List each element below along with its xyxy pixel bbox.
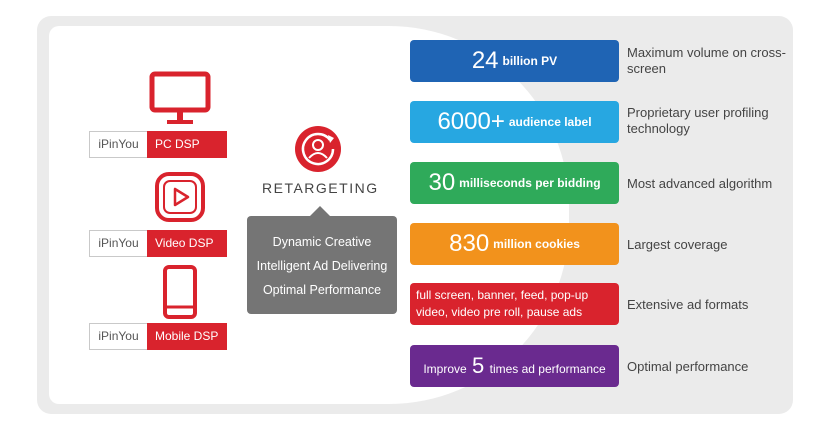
phone-icon [163, 265, 197, 319]
stat-formats-text: full screen, banner, feed, pop-up video,… [416, 288, 589, 319]
stat-bar-pv: 24 billion PV [410, 40, 619, 82]
stat-desc: Optimal performance [627, 359, 749, 374]
feature-item: Optimal Performance [262, 283, 382, 297]
stat-unit: billion PV [502, 54, 558, 68]
stat-desc: Most advanced algorithm [627, 176, 773, 191]
retargeting-label: RETARGETING [262, 180, 379, 196]
stat-number: 830 [449, 230, 490, 257]
stat-number: 24 [471, 47, 499, 74]
stat-bar-bidding: 30 milliseconds per bidding [410, 162, 619, 204]
stat-desc: Extensive ad formats [627, 297, 749, 312]
product-mobile-dsp: iPinYou Mobile DSP [89, 323, 227, 350]
product-pc-dsp: iPinYou PC DSP [89, 131, 227, 158]
stat-unit: million cookies [493, 237, 580, 251]
stat-unit: milliseconds per bidding [459, 176, 601, 190]
product-video-dsp: iPinYou Video DSP [89, 230, 227, 257]
stat-number: 30 [428, 169, 456, 196]
stat-bar-performance: Improve 5 times ad performance [410, 345, 619, 387]
stat-bar-cookies: 830 million cookies [410, 223, 619, 265]
product-name: Mobile DSP [147, 323, 227, 350]
play-icon [155, 172, 205, 222]
monitor-icon [149, 71, 211, 124]
product-name: PC DSP [147, 131, 227, 158]
retargeting-user-icon [295, 126, 341, 172]
stat-bar-audience: 6000+ audience label [410, 101, 619, 143]
product-name: Video DSP [147, 230, 227, 257]
retargeting-features-box: Dynamic Creative Intelligent Ad Deliveri… [247, 206, 397, 314]
product-brand: iPinYou [89, 323, 147, 350]
stat-bar-formats: full screen, banner, feed, pop-up video,… [410, 283, 619, 325]
product-brand: iPinYou [89, 131, 147, 158]
feature-item: Dynamic Creative [272, 235, 372, 249]
stat-post: times ad performance [489, 362, 606, 376]
stat-desc: Proprietary user profiling technology [627, 105, 769, 136]
stat-unit: audience label [508, 115, 592, 129]
stat-desc: Maximum volume on cross-screen [627, 45, 786, 76]
stat-number: 5 [472, 353, 485, 378]
stat-pre: Improve [423, 362, 467, 376]
stat-number: 6000+ [437, 108, 505, 135]
product-brand: iPinYou [89, 230, 147, 257]
feature-item: Intelligent Ad Delivering [256, 259, 388, 273]
stat-desc: Largest coverage [627, 237, 728, 252]
